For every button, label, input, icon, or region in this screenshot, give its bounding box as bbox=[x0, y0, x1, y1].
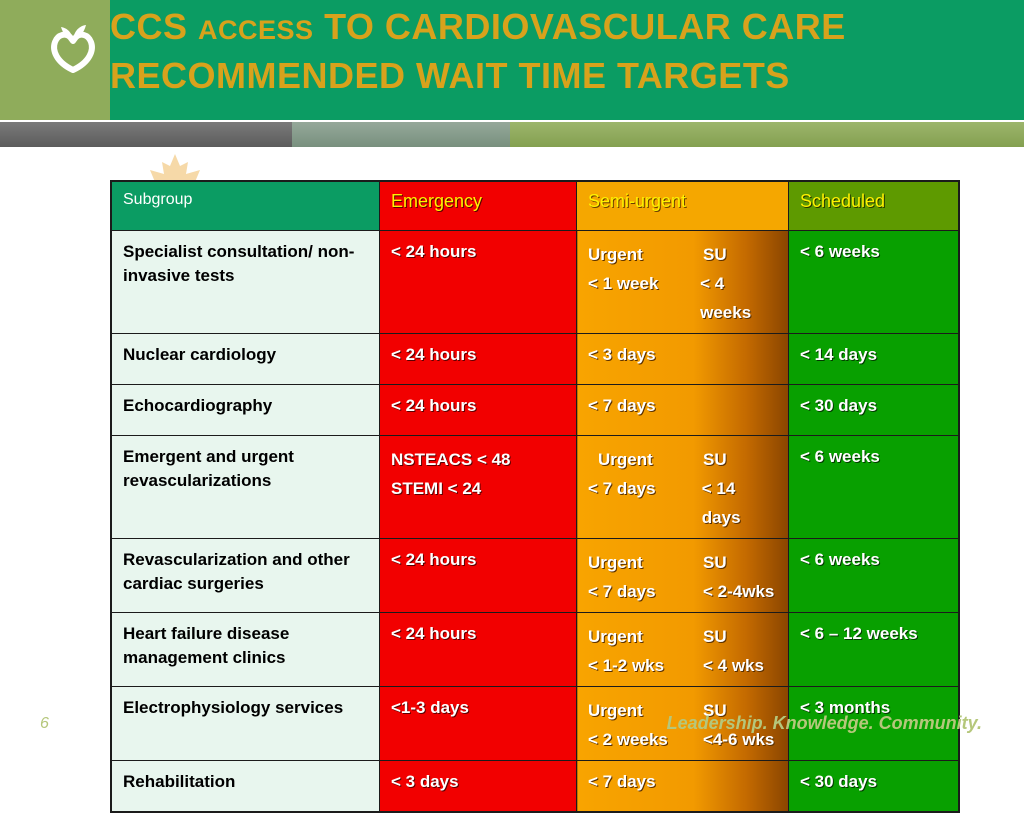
scheduled-cell: < 30 days bbox=[788, 760, 960, 813]
header-semi-urgent: Semi-urgent bbox=[576, 180, 789, 231]
semi-urgent-cell: < 7 days bbox=[576, 384, 789, 436]
table-row: Echocardiography < 24 hours < 7 days < 3… bbox=[110, 384, 960, 436]
scheduled-cell: < 6 weeks bbox=[788, 230, 960, 334]
subgroup-cell: Nuclear cardiology bbox=[110, 333, 380, 385]
header-emergency: Emergency bbox=[379, 180, 577, 231]
semi-urgent-cell: < 7 days bbox=[576, 760, 789, 813]
table-row: Revascularization and other cardiac surg… bbox=[110, 538, 960, 613]
semi-su-value: < 14 days bbox=[701, 479, 741, 527]
emergency-line-1: NSTEACS < 48 bbox=[391, 450, 511, 469]
semi-urgent-value: < 2 weeks bbox=[588, 730, 668, 749]
emergency-cell: < 24 hours bbox=[379, 384, 577, 436]
table-row: Specialist consultation/ non-invasive te… bbox=[110, 230, 960, 334]
title-access: ACCESS bbox=[198, 15, 314, 45]
table-row: Rehabilitation < 3 days < 7 days < 30 da… bbox=[110, 760, 960, 813]
semi-urgent-cell: < 3 days bbox=[576, 333, 789, 385]
semi-urgent-value: < 7 days bbox=[588, 582, 656, 601]
page-number: 6 bbox=[40, 715, 49, 732]
semi-urgent-label: Urgent bbox=[588, 553, 643, 572]
semi-urgent-label: Urgent bbox=[588, 245, 643, 264]
title-line1-rest: TO CARDIOVASCULAR CARE bbox=[313, 6, 846, 47]
scheduled-cell: < 3 months bbox=[788, 686, 960, 761]
maple-leaf-icon bbox=[140, 154, 210, 188]
footer-tagline: Leadership. Knowledge. Community. bbox=[666, 713, 982, 733]
semi-su-label: SU bbox=[703, 245, 727, 264]
semi-urgent-value: < 1-2 wks bbox=[588, 656, 665, 675]
emergency-line-2: STEMI < 24 bbox=[391, 479, 482, 498]
semi-urgent-cell: Urgent SU < 7 days < 2-4wks bbox=[576, 538, 789, 613]
emergency-cell: < 24 hours bbox=[379, 230, 577, 334]
slide-title: CCS ACCESS TO CARDIOVASCULAR CARE RECOMM… bbox=[110, 4, 1024, 99]
semi-su-label: SU bbox=[703, 627, 727, 646]
table-row: Nuclear cardiology < 24 hours < 3 days <… bbox=[110, 333, 960, 385]
title-ccs: CCS bbox=[110, 6, 188, 47]
emergency-cell: NSTEACS < 48 STEMI < 24 bbox=[379, 435, 577, 539]
semi-su-value: < 2-4wks bbox=[703, 582, 775, 601]
semi-su-label: SU bbox=[703, 450, 727, 469]
emergency-cell: < 24 hours bbox=[379, 538, 577, 613]
semi-urgent-cell: Urgent SU < 2 weeks <4-6 wks bbox=[576, 686, 789, 761]
semi-su-label: SU bbox=[703, 553, 727, 572]
subgroup-cell: Revascularization and other cardiac surg… bbox=[110, 538, 380, 613]
semi-urgent-label: Urgent bbox=[588, 627, 643, 646]
semi-su-value: <4-6 wks bbox=[703, 730, 775, 749]
emergency-cell: < 3 days bbox=[379, 760, 577, 813]
logo-panel bbox=[0, 0, 110, 120]
header-stripe-gray bbox=[0, 122, 292, 147]
table-header-row: Subgroup Emergency Semi-urgent Scheduled bbox=[110, 180, 960, 231]
table-row: Emergent and urgent revascularizations N… bbox=[110, 435, 960, 539]
scheduled-cell: < 6 – 12 weeks bbox=[788, 612, 960, 687]
semi-su-value: < 4 weeks bbox=[700, 274, 752, 322]
table-row: Heart failure disease management clinics… bbox=[110, 612, 960, 687]
semi-urgent-cell: Urgent SU < 7 days < 14 days bbox=[576, 435, 789, 539]
scheduled-cell: < 14 days bbox=[788, 333, 960, 385]
table-row: Electrophysiology services <1-3 days Urg… bbox=[110, 686, 960, 761]
title-line2: RECOMMENDED WAIT TIME TARGETS bbox=[110, 55, 790, 96]
subgroup-cell: Emergent and urgent revascularizations bbox=[110, 435, 380, 539]
subgroup-cell: Electrophysiology services bbox=[110, 686, 380, 761]
semi-urgent-label: Urgent bbox=[598, 450, 653, 469]
semi-urgent-label: Urgent bbox=[588, 701, 643, 720]
wait-time-table: Subgroup Emergency Semi-urgent Scheduled… bbox=[110, 180, 960, 813]
header-stripe-sage bbox=[292, 122, 510, 147]
subgroup-cell: Rehabilitation bbox=[110, 760, 380, 813]
header-scheduled: Scheduled bbox=[788, 180, 960, 231]
header-stripe-green bbox=[510, 122, 1024, 147]
semi-su-label: SU bbox=[703, 701, 727, 720]
semi-urgent-cell: Urgent SU < 1-2 wks < 4 wks bbox=[576, 612, 789, 687]
emergency-cell: < 24 hours bbox=[379, 333, 577, 385]
header-subgroup: Subgroup bbox=[110, 180, 380, 231]
scheduled-cell: < 6 weeks bbox=[788, 435, 960, 539]
subgroup-cell: Echocardiography bbox=[110, 384, 380, 436]
semi-su-value: < 4 wks bbox=[703, 656, 764, 675]
semi-urgent-cell: Urgent SU < 1 week < 4 weeks bbox=[576, 230, 789, 334]
emergency-cell: < 24 hours bbox=[379, 612, 577, 687]
subgroup-cell: Specialist consultation/ non-invasive te… bbox=[110, 230, 380, 334]
subgroup-cell: Heart failure disease management clinics bbox=[110, 612, 380, 687]
semi-urgent-value: < 7 days bbox=[588, 479, 656, 498]
scheduled-cell: < 30 days bbox=[788, 384, 960, 436]
scheduled-cell: < 6 weeks bbox=[788, 538, 960, 613]
title-banner: CCS ACCESS TO CARDIOVASCULAR CARE RECOMM… bbox=[110, 0, 1024, 120]
emergency-cell: <1-3 days bbox=[379, 686, 577, 761]
semi-urgent-value: < 1 week bbox=[588, 274, 659, 293]
ccs-logo-icon bbox=[51, 25, 95, 73]
